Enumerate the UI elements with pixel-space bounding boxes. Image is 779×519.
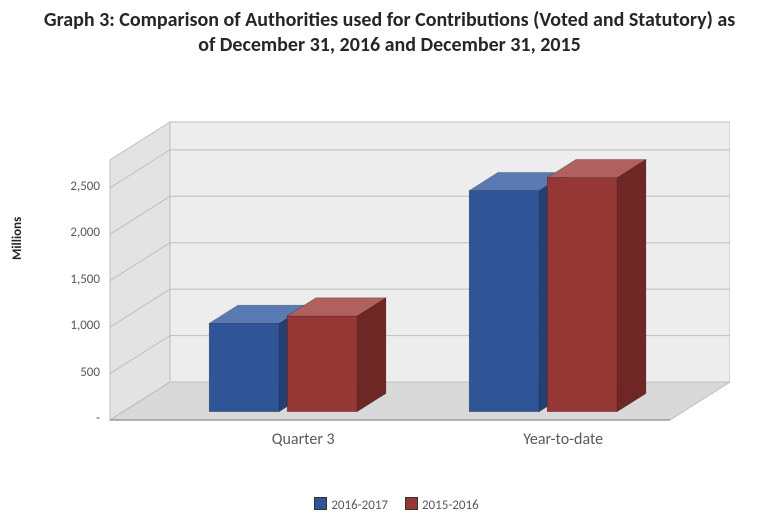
- chart-title: Graph 3: Comparison of Authorities used …: [0, 0, 779, 58]
- chart-plot-area: [70, 120, 730, 450]
- legend-swatch-0: [314, 497, 327, 510]
- x-category-label: Year-to-date: [483, 430, 643, 449]
- y-axis-label: Millions: [10, 217, 25, 260]
- x-category-label: Quarter 3: [223, 430, 383, 449]
- chart-legend: 2016-2017 2015-2016: [0, 497, 779, 513]
- chart-svg: [70, 120, 730, 450]
- legend-swatch-1: [405, 497, 418, 510]
- legend-label-0: 2016-2017: [331, 498, 388, 513]
- legend-label-1: 2015-2016: [422, 498, 479, 513]
